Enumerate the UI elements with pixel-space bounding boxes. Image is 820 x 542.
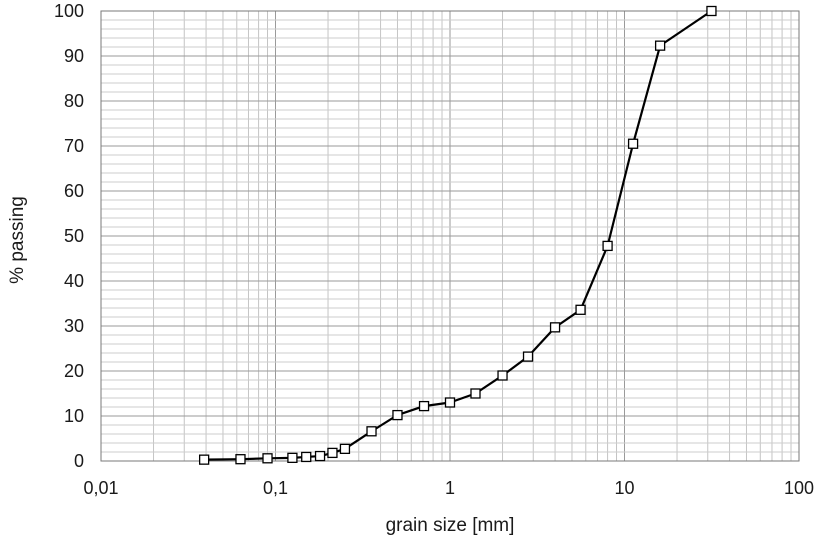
x-tick-label: 0,01 [83, 478, 118, 498]
plot-frame [100, 10, 800, 462]
y-tick-label: 50 [64, 226, 84, 246]
data-point-marker [444, 397, 456, 408]
data-point-marker [235, 454, 246, 465]
y-axis-title: % passing [7, 196, 28, 284]
y-tick-label: 100 [54, 1, 84, 21]
data-point-marker [575, 304, 586, 315]
x-axis-title: grain size [mm] [386, 515, 515, 536]
data-point-marker [198, 454, 210, 465]
x-tick-label: 100 [784, 478, 814, 498]
data-point-marker [522, 351, 534, 362]
data-point-marker [314, 450, 326, 462]
data-point-marker [654, 40, 666, 51]
y-tick-label: 60 [64, 181, 84, 201]
data-point-marker [287, 452, 298, 464]
y-tick-label: 40 [64, 271, 84, 291]
data-point-marker [549, 322, 561, 333]
data-point-marker [602, 240, 613, 252]
data-point-marker [366, 426, 377, 437]
data-point-marker [627, 138, 639, 149]
data-point-marker [262, 453, 273, 464]
y-tick-label: 20 [64, 361, 84, 381]
data-series [198, 5, 717, 465]
tick-labels: 0,01 0,1 1 10 100 0 10 20 30 40 50 60 70 80 90 100 [54, 1, 814, 498]
data-point-marker [497, 370, 508, 381]
x-tick-label: 0,1 [263, 478, 288, 498]
y-tick-label: 90 [64, 46, 84, 66]
data-point-marker [706, 5, 717, 17]
y-tick-label: 0 [74, 451, 84, 471]
y-tick-label: 70 [64, 136, 84, 156]
data-point-marker [301, 451, 312, 463]
data-point-marker [418, 400, 430, 412]
data-point-marker [327, 447, 338, 459]
y-tick-label: 10 [64, 406, 84, 426]
grid-lines [100, 10, 799, 462]
data-point-marker [339, 443, 351, 455]
data-point-marker [470, 388, 481, 399]
y-tick-label: 80 [64, 91, 84, 111]
x-tick-label: 10 [614, 478, 634, 498]
x-tick-label: 1 [445, 478, 455, 498]
data-point-marker [392, 409, 403, 421]
y-tick-label: 30 [64, 316, 84, 336]
